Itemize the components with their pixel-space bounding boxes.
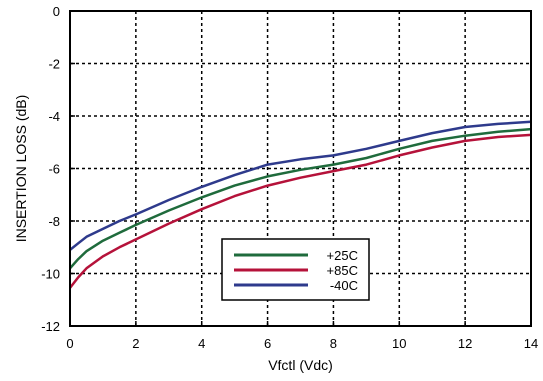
x-tick-label: 8 — [330, 336, 337, 351]
y-tick-label: -4 — [48, 109, 60, 124]
x-tick-label: 4 — [198, 336, 205, 351]
legend: +25C+85C-40C — [221, 238, 370, 301]
y-tick-label: -6 — [48, 162, 60, 177]
legend-label-2: -40C — [330, 278, 358, 293]
legend-label-0: +25C — [327, 248, 358, 263]
x-tick-label: 12 — [458, 336, 472, 351]
x-tick-label: 2 — [132, 336, 139, 351]
x-tick-label: 10 — [392, 336, 406, 351]
y-tick-label: -2 — [48, 57, 60, 72]
series-line-0 — [69, 127, 532, 270]
series-line-1 — [69, 133, 532, 289]
x-tick-label: 6 — [264, 336, 271, 351]
y-tick-label: 0 — [53, 4, 60, 19]
y-axis-title: INSERTION LOSS (dB) — [13, 95, 29, 243]
y-tick-label: -10 — [41, 267, 60, 282]
y-tick-label: -12 — [41, 319, 60, 334]
x-tick-label: 14 — [524, 336, 538, 351]
series-lines — [69, 120, 532, 289]
y-tick-label: -8 — [48, 214, 60, 229]
axis-ticks: 0 2 4 6 8 10 12 14 0 -2 -4 -6 -8 -10 -12 — [41, 4, 538, 351]
series-line-2 — [69, 120, 532, 251]
grid-lines — [70, 11, 531, 326]
x-tick-label: 0 — [66, 336, 73, 351]
x-axis-title: Vfctl (Vdc) — [268, 357, 333, 373]
legend-label-1: +85C — [327, 263, 358, 278]
